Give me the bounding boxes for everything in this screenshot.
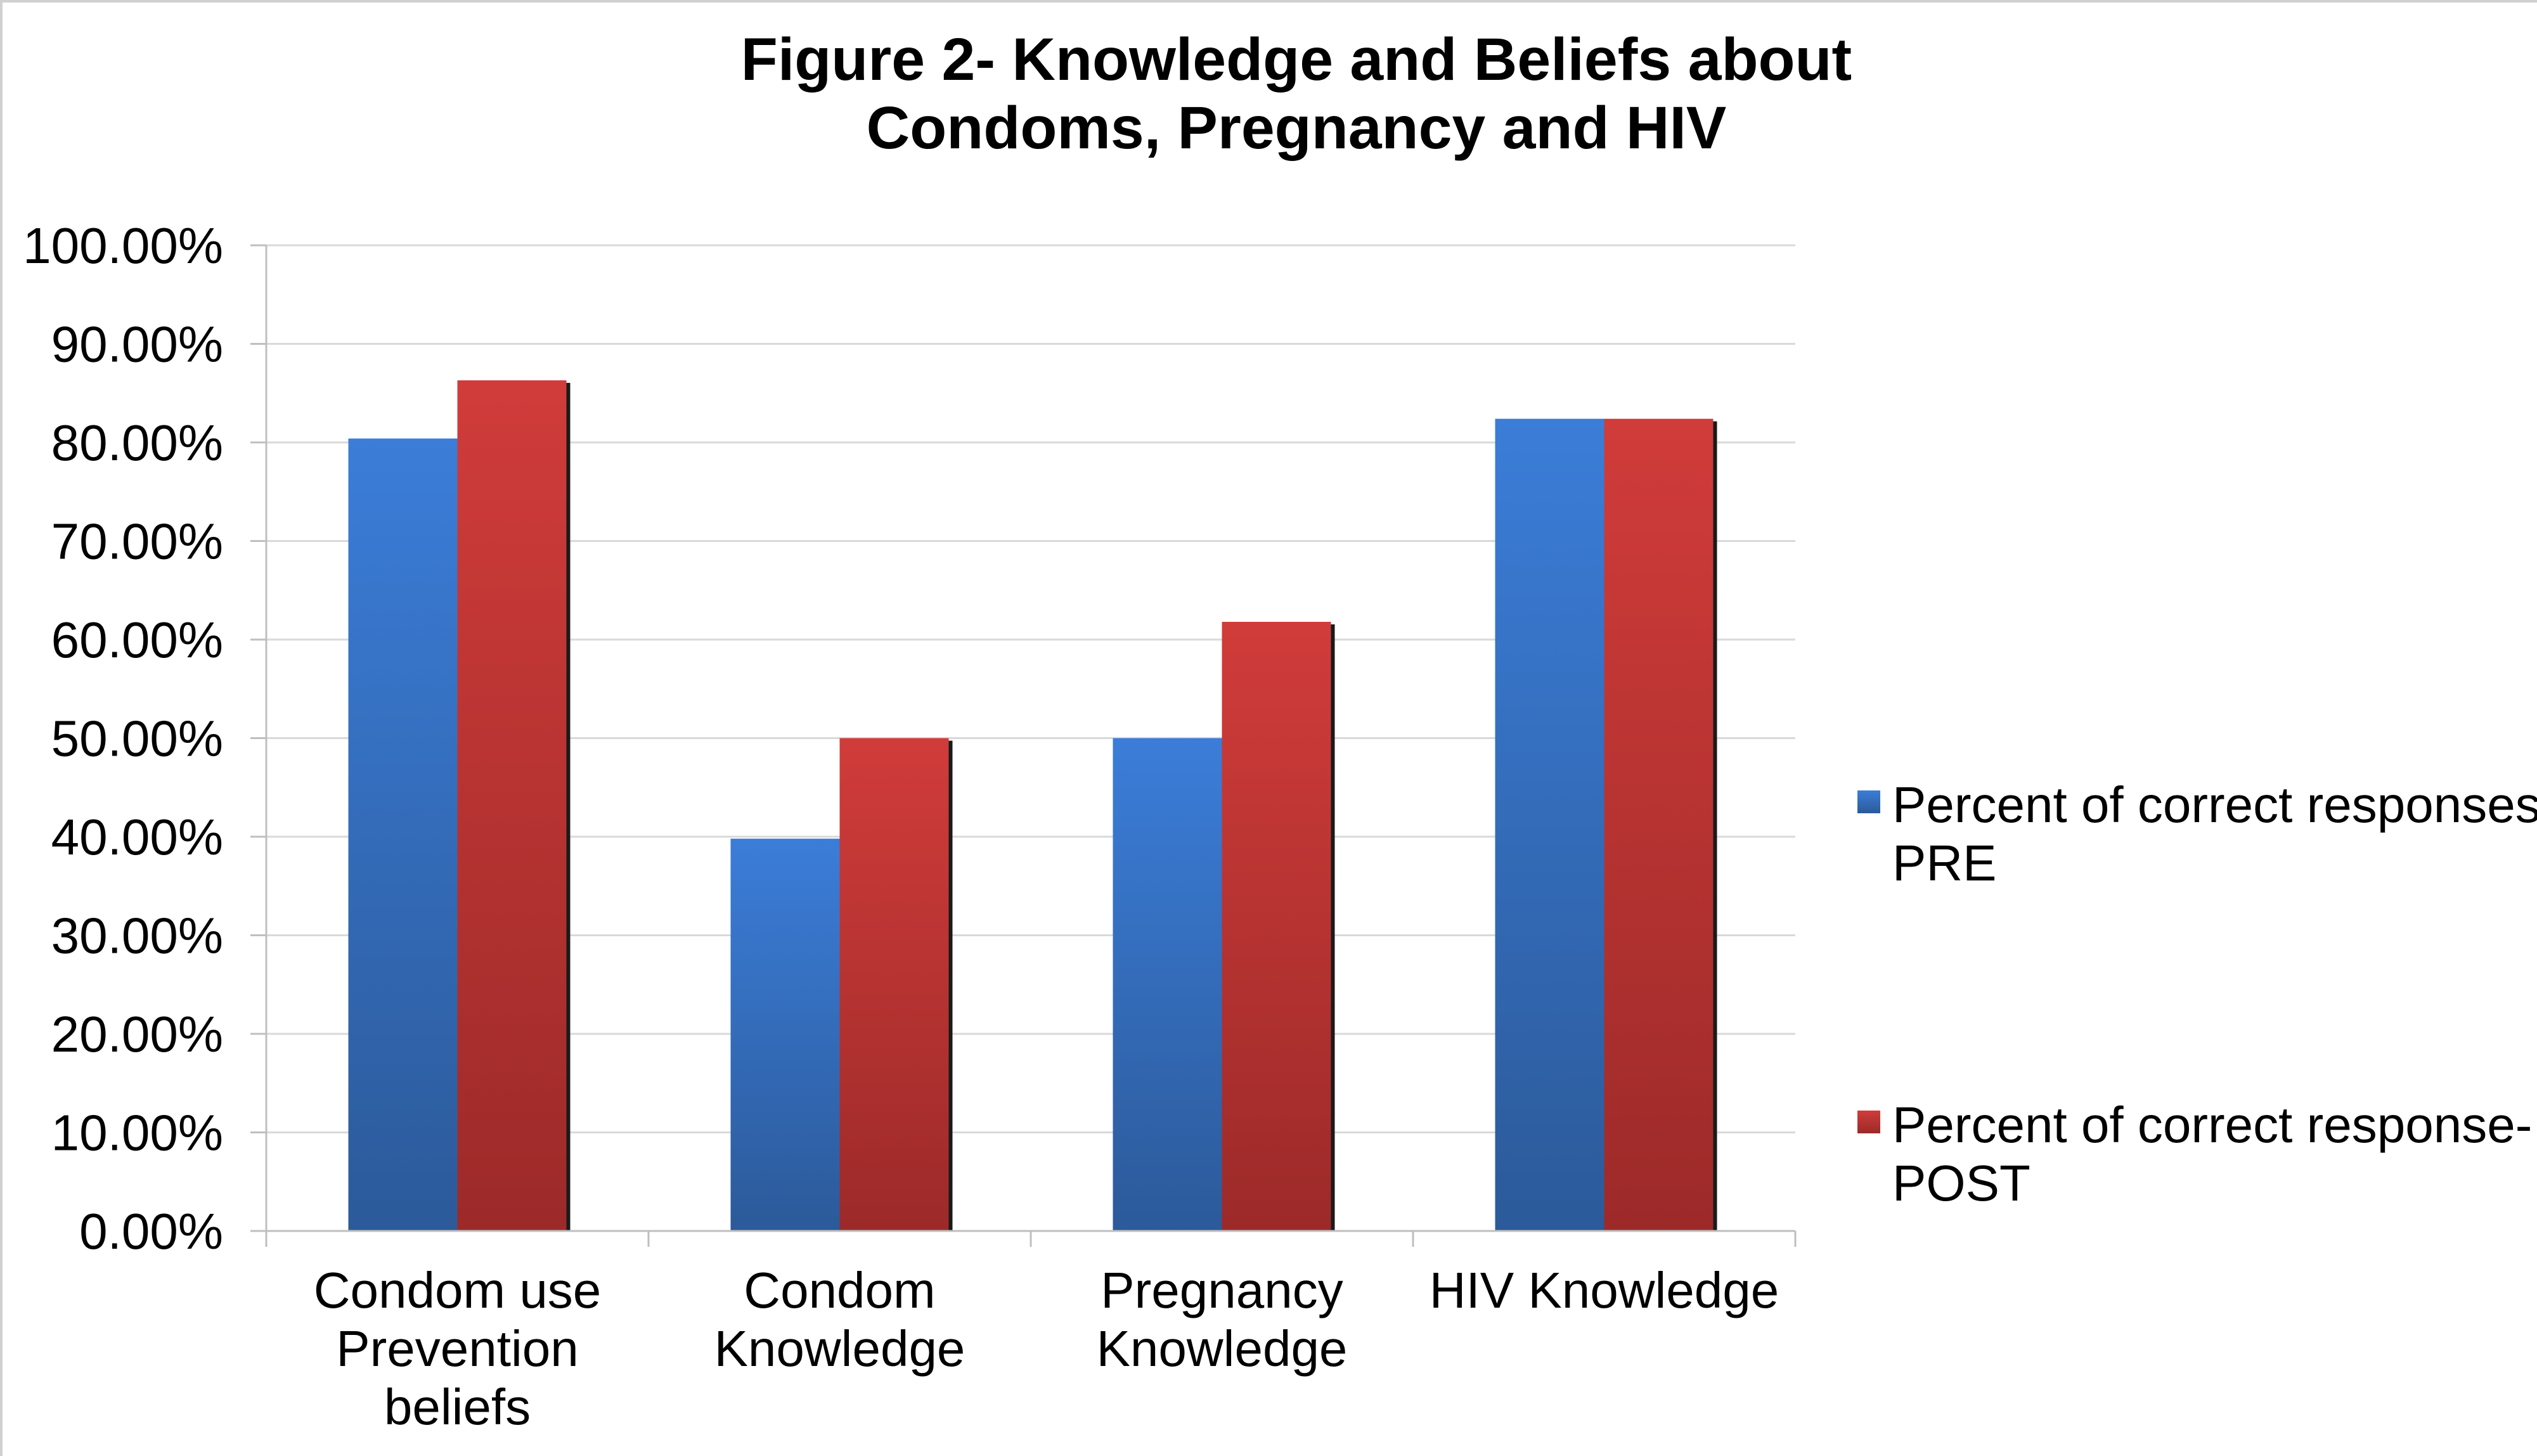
y-tick-label: 90.00%: [51, 316, 223, 373]
x-axis: Condom use Prevention beliefs Condom Knowled…: [265, 1230, 1797, 1435]
legend-label: Percent of correct response-POST: [1892, 1097, 2532, 1211]
y-tick-label: 20.00%: [51, 1006, 223, 1062]
bar-shadow: [1713, 421, 1717, 1232]
y-axis: 0.00% 10.00% 20.00% 30.00% 40.00% 50.00% 60.00…: [23, 217, 268, 1260]
bar-post: [457, 380, 567, 1232]
bar-pre: [348, 438, 458, 1231]
legend-label: Percent of correct responses-PRE: [1892, 776, 2537, 891]
bar-shadow: [1331, 624, 1335, 1231]
bar-pre: [1113, 738, 1222, 1231]
bar-post: [1222, 622, 1331, 1231]
chart-title: Figure 2- Knowledge and Beliefs about Co…: [0, 25, 2537, 162]
legend: Percent of correct responses-PRE Percent …: [1857, 776, 2537, 1211]
bar-pre: [1495, 418, 1604, 1232]
chart-title-line-1: Figure 2- Knowledge and Beliefs about: [740, 26, 1852, 93]
y-tick-label: 60.00%: [51, 612, 223, 668]
legend-swatch: [1857, 1111, 1880, 1133]
bar-shadow: [948, 740, 953, 1231]
bar-post: [839, 738, 949, 1231]
y-tick-label: 10.00%: [51, 1105, 223, 1161]
chart-title-line-2: Condoms, Pregnancy and HIV: [866, 94, 1727, 162]
bar-shadow: [566, 383, 571, 1232]
y-tick-label: 30.00%: [51, 908, 223, 964]
bars: [348, 380, 1717, 1232]
y-tick-label: 100.00%: [23, 217, 223, 274]
x-category-label: HIV Knowledge: [1430, 1262, 1779, 1318]
y-tick-label: 0.00%: [79, 1203, 223, 1260]
y-tick-label: 80.00%: [51, 415, 223, 471]
x-category-label: Condom Knowledge: [714, 1262, 965, 1377]
x-category-label: Condom use Prevention beliefs: [314, 1262, 602, 1435]
legend-swatch: [1857, 790, 1880, 813]
bar-pre: [730, 839, 840, 1231]
y-tick-label: 70.00%: [51, 513, 223, 570]
x-category-label: Pregnancy Knowledge: [1097, 1262, 1348, 1377]
y-tick-label: 50.00%: [51, 711, 223, 767]
y-tick-label: 40.00%: [51, 809, 223, 865]
bar-post: [1604, 418, 1714, 1232]
